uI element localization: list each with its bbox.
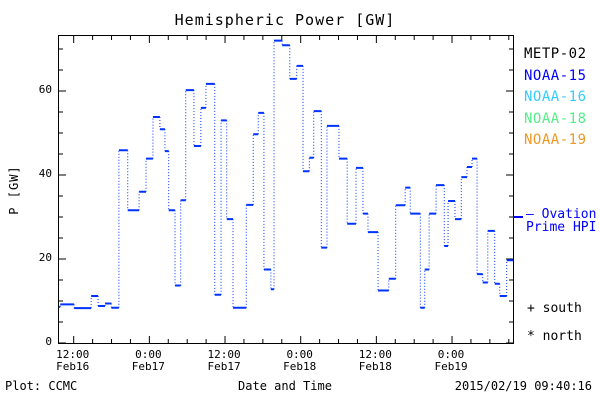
axis-minor-ticks (59, 36, 513, 343)
asterisk-marker-icon: * (527, 329, 535, 344)
legend-item-noaa-19: NOAA-19 (524, 132, 587, 149)
plot-area (58, 35, 514, 344)
plot-timestamp: 2015/02/19 09:40:16 (454, 379, 592, 393)
legend-ovation-label: — Ovation Prime HPI (526, 208, 596, 234)
plot-credit: Plot: CCMC (5, 379, 78, 393)
x-tick-label-Feb17-0:00: 0:00 Feb17 (131, 348, 165, 373)
y-tick-label-40: 40 (38, 167, 52, 180)
x-tick-label-Feb18-12:00: 12:00 Feb18 (358, 348, 392, 373)
ovation-line1: — Ovation (526, 207, 597, 222)
south-label: south (542, 301, 582, 316)
legend-item-noaa-18: NOAA-18 (524, 110, 587, 127)
legend-item-noaa-16: NOAA-16 (524, 89, 587, 106)
axis-major-ticks (59, 36, 513, 343)
x-tick-label-Feb16-12:00: 12:00 Feb16 (56, 348, 90, 373)
legend-item-noaa-15: NOAA-15 (524, 67, 587, 84)
step-line-chart (59, 36, 513, 343)
y-tick-label-20: 20 (38, 251, 52, 264)
hpi-step-risers (59, 40, 508, 309)
north-label: north (542, 329, 582, 344)
legend-item-metp-02: METP-02 (524, 46, 587, 62)
x-tick-label-Feb19-0:00: 0:00 Feb19 (434, 348, 468, 373)
hpi-step-segments (59, 39, 513, 310)
y-tick-label-60: 60 (38, 83, 52, 97)
south-label-spacer (535, 301, 543, 316)
y-tick-label-0: 0 (45, 335, 52, 348)
y-axis-label: P [GW] (7, 165, 21, 215)
x-tick-label-Feb18-0:00: 0:00 Feb18 (283, 348, 317, 373)
legend-marker-south: + south (527, 301, 582, 316)
plus-marker-icon: + (527, 301, 535, 316)
chart-title: Hemispheric Power [GW] (174, 11, 396, 29)
x-tick-label-Feb17-12:00: 12:00 Feb17 (207, 348, 241, 373)
ovation-line-sample (513, 216, 523, 218)
north-label-spacer (535, 329, 543, 344)
legend-marker-north: * north (527, 329, 582, 344)
x-axis-title: Date and Time (238, 379, 332, 393)
ovation-line2: Prime HPI (526, 220, 597, 235)
